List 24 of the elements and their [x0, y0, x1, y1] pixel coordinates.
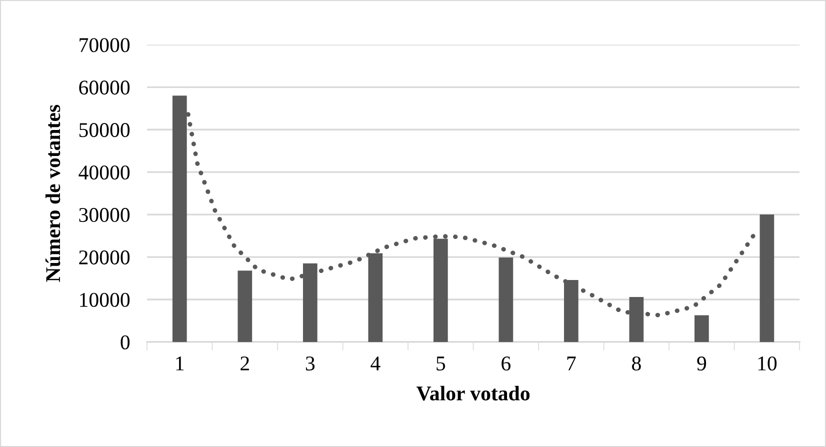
x-tick-label: 8	[632, 356, 641, 371]
y-tick-label: 10000	[80, 292, 130, 307]
x-tick-label: 10	[758, 356, 777, 371]
x-tick-label: 2	[240, 356, 249, 370]
y-tick-label: 70000	[80, 38, 130, 52]
y-tick-label: 40000	[78, 165, 130, 180]
y-tick-label: 50000	[79, 123, 130, 138]
bar	[760, 214, 774, 342]
x-axis-title: Valor votado	[416, 386, 530, 401]
x-tick-label: 3	[306, 356, 315, 371]
y-tick-label: 60000	[79, 80, 130, 95]
x-tick-label: 9	[697, 356, 706, 371]
x-tick-label: 5	[436, 356, 446, 371]
bar	[694, 315, 709, 342]
x-tick-label: 6	[502, 356, 511, 371]
bar	[498, 257, 514, 342]
y-axis-title: Número de votantes	[45, 104, 60, 282]
bar	[238, 270, 252, 342]
x-tick-label: 4	[370, 356, 380, 370]
x-tick-label: 1	[176, 356, 184, 370]
y-tick-label: 0	[120, 335, 130, 350]
x-tick-label: 7	[567, 356, 576, 370]
y-tick-label: 30000	[79, 208, 130, 222]
y-tick-label: 20000	[79, 250, 130, 264]
